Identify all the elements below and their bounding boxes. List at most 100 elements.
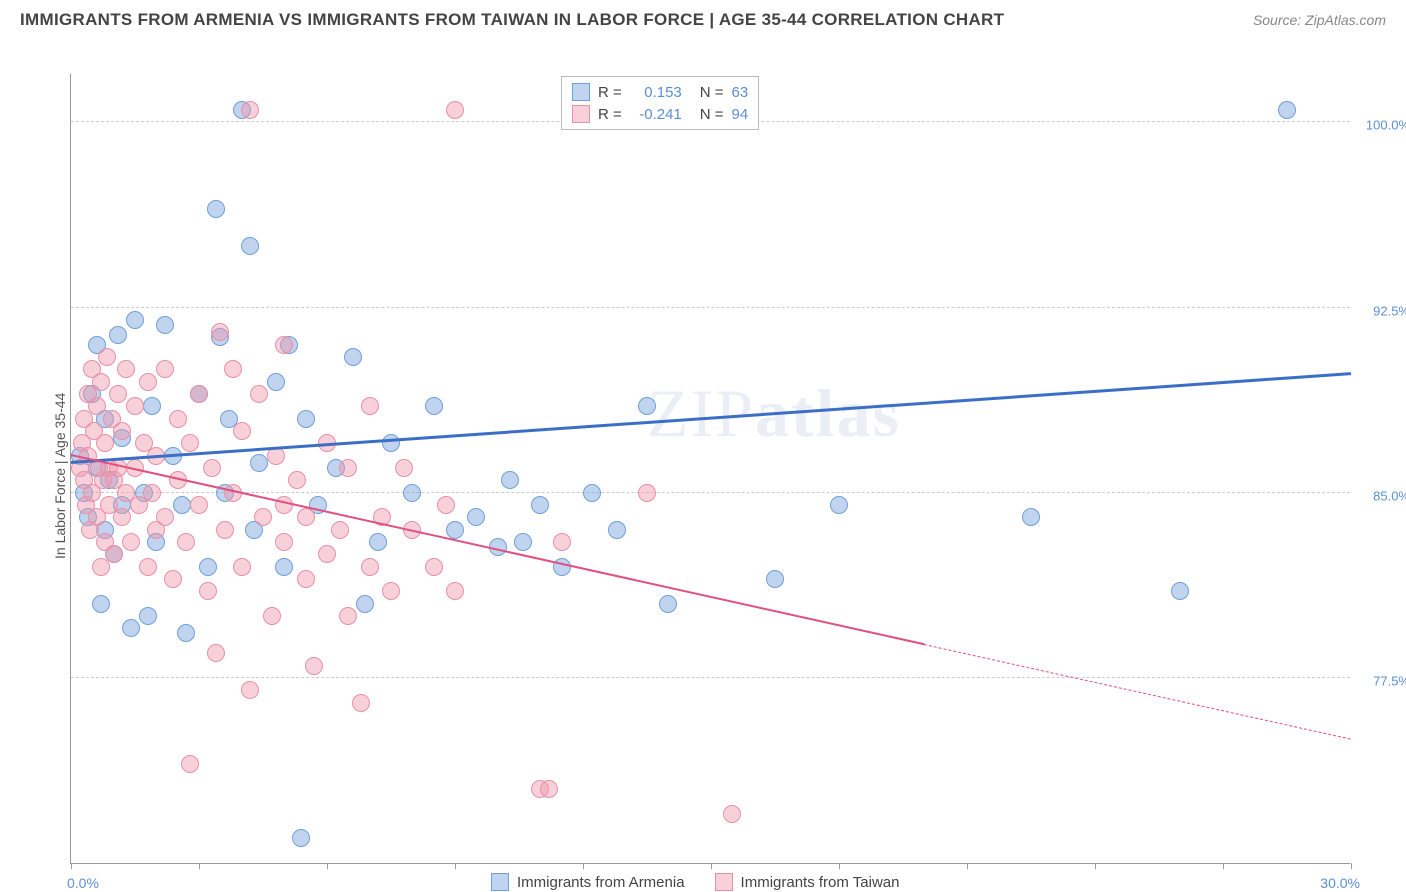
data-point-taiwan (113, 508, 131, 526)
data-point-taiwan (339, 459, 357, 477)
data-point-taiwan (446, 101, 464, 119)
source-attribution: Source: ZipAtlas.com (1253, 12, 1386, 28)
data-point-armenia (109, 326, 127, 344)
legend-swatch (572, 105, 590, 123)
x-tick (1351, 863, 1352, 869)
data-point-armenia (403, 484, 421, 502)
data-point-taiwan (207, 644, 225, 662)
data-point-armenia (514, 533, 532, 551)
data-point-armenia (241, 237, 259, 255)
data-point-armenia (297, 410, 315, 428)
data-point-taiwan (122, 533, 140, 551)
data-point-armenia (583, 484, 601, 502)
data-point-armenia (501, 471, 519, 489)
data-point-taiwan (288, 471, 306, 489)
x-tick (711, 863, 712, 869)
data-point-taiwan (177, 533, 195, 551)
data-point-armenia (1022, 508, 1040, 526)
data-point-armenia (122, 619, 140, 637)
data-point-armenia (659, 595, 677, 613)
data-point-armenia (292, 829, 310, 847)
gridline (71, 677, 1350, 678)
legend-label: Immigrants from Taiwan (741, 874, 900, 891)
data-point-taiwan (638, 484, 656, 502)
data-point-taiwan (199, 582, 217, 600)
data-point-taiwan (126, 397, 144, 415)
data-point-taiwan (446, 582, 464, 600)
data-point-taiwan (98, 348, 116, 366)
plot-area: 77.5%85.0%92.5%100.0%0.0%30.0%ZIPatlasR … (70, 74, 1350, 864)
chart-title: IMMIGRANTS FROM ARMENIA VS IMMIGRANTS FR… (20, 10, 1004, 30)
data-point-taiwan (318, 545, 336, 563)
y-tick-label: 77.5% (1373, 673, 1406, 688)
stat-r-label: R = (598, 106, 622, 123)
data-point-taiwan (425, 558, 443, 576)
data-point-taiwan (117, 360, 135, 378)
data-point-taiwan (181, 434, 199, 452)
data-point-taiwan (241, 101, 259, 119)
series-legend: Immigrants from Armenia Immigrants from T… (491, 873, 899, 891)
data-point-taiwan (96, 434, 114, 452)
y-tick-label: 100.0% (1366, 118, 1406, 133)
data-point-taiwan (203, 459, 221, 477)
x-tick (583, 863, 584, 869)
trend-line-dash (924, 644, 1351, 740)
data-point-taiwan (143, 484, 161, 502)
gridline (71, 492, 1350, 493)
data-point-armenia (143, 397, 161, 415)
data-point-armenia (1278, 101, 1296, 119)
data-point-taiwan (352, 694, 370, 712)
stat-r-label: R = (598, 84, 622, 101)
data-point-taiwan (553, 533, 571, 551)
y-tick-label: 92.5% (1373, 303, 1406, 318)
data-point-taiwan (275, 533, 293, 551)
data-point-taiwan (216, 521, 234, 539)
data-point-taiwan (139, 558, 157, 576)
data-point-armenia (275, 558, 293, 576)
data-point-taiwan (275, 336, 293, 354)
legend-item-armenia: Immigrants from Armenia (491, 873, 685, 891)
data-point-taiwan (181, 755, 199, 773)
stat-n-label: N = (700, 84, 724, 101)
data-point-armenia (638, 397, 656, 415)
x-tick (1223, 863, 1224, 869)
data-point-taiwan (241, 681, 259, 699)
y-axis-title: In Labor Force | Age 35-44 (52, 393, 68, 559)
legend-label: Immigrants from Armenia (517, 874, 685, 891)
data-point-armenia (126, 311, 144, 329)
data-point-taiwan (190, 385, 208, 403)
stats-row-taiwan: R =-0.241N =94 (572, 103, 748, 125)
data-point-taiwan (437, 496, 455, 514)
stat-r-value: 0.153 (630, 84, 682, 101)
data-point-armenia (199, 558, 217, 576)
data-point-armenia (1171, 582, 1189, 600)
legend-swatch (572, 83, 590, 101)
x-label-right: 30.0% (1320, 875, 1360, 891)
data-point-armenia (207, 200, 225, 218)
data-point-taiwan (169, 410, 187, 428)
chart-header: IMMIGRANTS FROM ARMENIA VS IMMIGRANTS FR… (0, 0, 1406, 34)
data-point-armenia (156, 316, 174, 334)
data-point-armenia (92, 595, 110, 613)
y-tick-label: 85.0% (1373, 488, 1406, 503)
data-point-taiwan (250, 385, 268, 403)
legend-item-taiwan: Immigrants from Taiwan (715, 873, 900, 891)
data-point-taiwan (164, 570, 182, 588)
data-point-armenia (267, 373, 285, 391)
stat-n-value: 94 (732, 106, 749, 123)
data-point-taiwan (109, 385, 127, 403)
data-point-taiwan (263, 607, 281, 625)
data-point-taiwan (361, 397, 379, 415)
data-point-taiwan (254, 508, 272, 526)
data-point-armenia (139, 607, 157, 625)
legend-swatch (715, 873, 733, 891)
x-tick (71, 863, 72, 869)
data-point-armenia (173, 496, 191, 514)
data-point-armenia (467, 508, 485, 526)
data-point-armenia (425, 397, 443, 415)
x-tick (1095, 863, 1096, 869)
x-tick (455, 863, 456, 869)
stat-n-label: N = (700, 106, 724, 123)
data-point-armenia (531, 496, 549, 514)
legend-swatch (491, 873, 509, 891)
